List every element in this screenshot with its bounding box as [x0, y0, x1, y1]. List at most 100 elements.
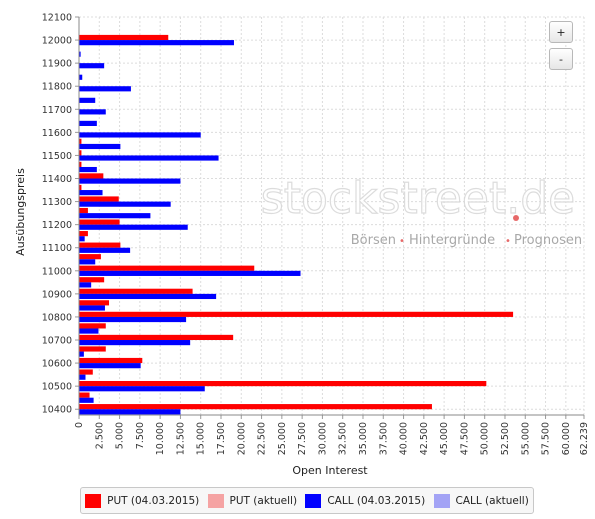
bar-put-10850[interactable]	[79, 300, 110, 306]
bar-call-10850[interactable]	[79, 305, 105, 311]
bar-put-11300[interactable]	[79, 196, 119, 202]
bar-put-10400[interactable]	[79, 404, 432, 410]
x-tick-label: 5.000	[115, 422, 126, 449]
bar-call-11950[interactable]	[79, 51, 81, 57]
x-tick-label: 20.000	[236, 422, 247, 455]
bar-call-10700[interactable]	[79, 340, 191, 346]
bar-put-11450[interactable]	[79, 161, 82, 167]
bar-call-12000[interactable]	[79, 40, 234, 46]
y-tick-label: 11400	[42, 174, 72, 185]
legend-label-put-current: PUT (04.03.2015)	[107, 494, 200, 507]
legend-item-call-today[interactable]: CALL (aktuell)	[433, 493, 529, 508]
zoom-in-button[interactable]: +	[549, 21, 573, 43]
bar-call-11200[interactable]	[79, 224, 188, 230]
bar-put-10800[interactable]	[79, 311, 514, 317]
y-tick-label: 11600	[42, 128, 72, 139]
x-tick-label: 52.500	[500, 422, 511, 455]
bar-put-11000[interactable]	[79, 265, 255, 271]
bar-put-10700[interactable]	[79, 334, 234, 341]
bar-call-11500[interactable]	[79, 155, 219, 161]
bar-call-10900[interactable]	[79, 293, 217, 300]
bar-put-11150[interactable]	[79, 231, 88, 237]
y-tick-label: 10800	[42, 312, 72, 323]
bar-put-10500[interactable]	[79, 380, 487, 387]
bar-call-11700[interactable]	[79, 109, 106, 115]
legend-item-put-today[interactable]: PUT (aktuell)	[207, 493, 297, 508]
x-tick-label: 2.500	[94, 422, 105, 449]
x-tick-label: 15.000	[196, 422, 207, 455]
bar-put-10550[interactable]	[79, 369, 93, 375]
legend-item-call-current[interactable]: CALL (04.03.2015)	[305, 493, 426, 508]
watermark-tagline-3: Prognosen	[514, 233, 582, 248]
zoom-out-button[interactable]: -	[549, 48, 573, 70]
watermark-separator-1: •	[399, 236, 405, 247]
y-tick-label: 10700	[42, 336, 72, 347]
bar-put-11400[interactable]	[79, 173, 104, 179]
bar-call-10600[interactable]	[79, 363, 141, 369]
bar-put-10600[interactable]	[79, 357, 143, 364]
watermark-tagline-1: Börsen	[351, 233, 396, 248]
x-axis-label: Open Interest	[292, 464, 368, 477]
bar-call-11050[interactable]	[79, 259, 96, 265]
bar-call-11600[interactable]	[79, 132, 201, 138]
bars	[79, 34, 514, 415]
y-tick-label: 11200	[42, 220, 72, 231]
bar-call-11450[interactable]	[79, 166, 97, 173]
bar-put-11550[interactable]	[79, 138, 82, 144]
x-tick-label: 27.500	[297, 422, 308, 455]
put-current-swatch	[85, 493, 102, 508]
legend-label-call-current: CALL (04.03.2015)	[327, 494, 426, 507]
bar-put-10750[interactable]	[79, 323, 106, 329]
bar-call-10450[interactable]	[79, 397, 94, 403]
bar-call-11300[interactable]	[79, 201, 171, 207]
bar-put-10900[interactable]	[79, 288, 193, 294]
bar-call-11250[interactable]	[79, 213, 151, 219]
watermark-separator-2: •	[505, 236, 511, 247]
y-tick-label: 12100	[42, 13, 72, 24]
bar-call-10650[interactable]	[79, 351, 84, 357]
bar-call-11650[interactable]	[79, 120, 97, 126]
bar-call-11000[interactable]	[79, 270, 301, 276]
watermark-brand: stockstreet.de	[261, 173, 575, 224]
bar-call-10950[interactable]	[79, 282, 92, 288]
bar-call-10500[interactable]	[79, 386, 205, 392]
x-tick-label: 37.500	[378, 422, 389, 455]
bar-put-11500[interactable]	[79, 150, 82, 156]
bar-put-11250[interactable]	[79, 207, 88, 214]
bar-call-11850[interactable]	[79, 74, 83, 80]
x-tick-label: 55.000	[520, 422, 531, 455]
bar-call-11800[interactable]	[79, 86, 131, 92]
bar-put-11050[interactable]	[79, 254, 101, 260]
bar-call-11150[interactable]	[79, 236, 85, 242]
bar-put-11200[interactable]	[79, 219, 120, 225]
bar-put-10650[interactable]	[79, 346, 106, 352]
bar-call-11900[interactable]	[79, 63, 105, 69]
call-current-swatch	[305, 493, 322, 508]
bar-put-10450[interactable]	[79, 392, 90, 398]
bar-call-11750[interactable]	[79, 97, 96, 103]
legend: PUT (04.03.2015) PUT (aktuell) CALL (04.…	[80, 487, 534, 514]
x-tick-labels: 0 2.500 5.000 7.500 10.000 12.500 15.000 17.500…	[74, 422, 590, 455]
bar-put-11350[interactable]	[79, 184, 82, 191]
call-today-swatch	[433, 493, 450, 508]
bar-call-11400[interactable]	[79, 178, 181, 184]
bar-call-11350[interactable]	[79, 190, 103, 196]
bar-call-11550[interactable]	[79, 143, 121, 150]
bar-put-11100[interactable]	[79, 242, 121, 248]
bar-call-10750[interactable]	[79, 328, 99, 334]
legend-item-put-current[interactable]: PUT (04.03.2015)	[85, 493, 200, 508]
y-tick-label: 11100	[42, 243, 72, 254]
bar-call-11100[interactable]	[79, 247, 131, 253]
watermark: stockstreet.de Börsen • Hintergründe • P…	[260, 172, 582, 248]
y-tick-label: 10900	[42, 289, 72, 300]
bar-call-10550[interactable]	[79, 374, 86, 380]
watermark-dot	[513, 215, 519, 221]
bar-call-10400[interactable]	[79, 409, 181, 415]
bar-put-12000[interactable]	[79, 34, 169, 41]
x-tick-label: 47.500	[459, 422, 470, 455]
bar-call-10800[interactable]	[79, 316, 187, 323]
x-tick-label: 25.000	[277, 422, 288, 455]
bar-put-10950[interactable]	[79, 277, 105, 283]
y-tick-label: 11800	[42, 82, 72, 93]
